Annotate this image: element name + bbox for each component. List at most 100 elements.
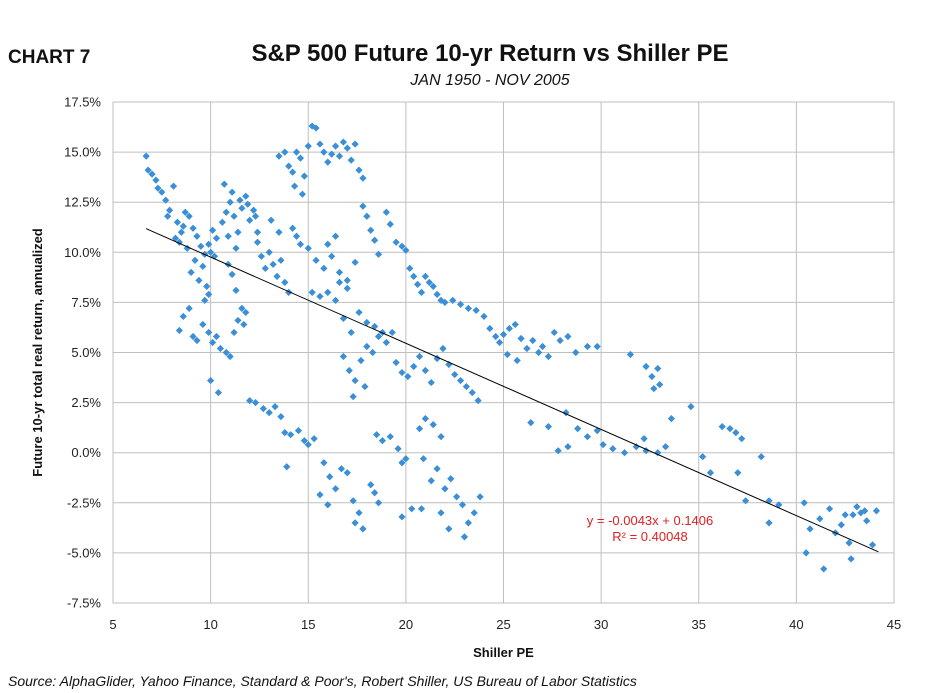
data-point (191, 256, 199, 264)
data-point (451, 370, 459, 379)
data-point (359, 525, 367, 533)
data-point (275, 228, 283, 236)
data-point (421, 366, 429, 375)
y-tick-label: 0.0% (71, 445, 101, 460)
data-point (339, 138, 347, 146)
data-point (363, 318, 371, 327)
data-point (218, 218, 226, 226)
data-point (343, 469, 351, 477)
data-point (359, 202, 367, 210)
chart-title: S&P 500 Future 10-yr Return vs Shiller P… (251, 40, 729, 67)
data-point (775, 501, 783, 509)
data-point (320, 148, 328, 156)
data-point (361, 382, 369, 391)
data-point (593, 342, 601, 351)
data-point (335, 152, 344, 160)
data-point (847, 555, 855, 563)
data-point (249, 206, 258, 214)
data-point (406, 264, 414, 272)
data-point (394, 445, 402, 453)
data-point (162, 196, 170, 204)
data-point (287, 431, 295, 439)
data-point (158, 188, 166, 196)
data-point (654, 449, 662, 457)
data-point (372, 431, 381, 439)
data-point (437, 433, 445, 441)
data-point (640, 435, 648, 443)
data-point (371, 236, 379, 244)
data-point (513, 356, 521, 365)
data-point (505, 324, 513, 333)
x-axis-title: Shiller PE (473, 645, 534, 660)
x-tick-label: 25 (496, 617, 510, 632)
data-point (382, 208, 390, 216)
data-point (289, 168, 297, 176)
data-point (620, 449, 629, 457)
data-point (369, 348, 377, 357)
data-point (445, 525, 453, 533)
data-point (324, 288, 332, 296)
data-point (449, 296, 457, 304)
data-point (203, 282, 211, 290)
data-point (242, 192, 250, 200)
data-point (310, 435, 318, 443)
data-point (347, 156, 355, 164)
data-point (367, 226, 375, 234)
data-point (656, 380, 664, 389)
data-point (699, 453, 707, 461)
data-point (527, 419, 535, 427)
data-point (425, 278, 433, 286)
data-point (179, 222, 187, 230)
data-point (331, 232, 340, 240)
data-point (253, 228, 262, 236)
data-point (207, 376, 215, 385)
y-tick-label: 10.0% (64, 245, 101, 260)
data-point (207, 248, 215, 256)
data-point (244, 200, 252, 208)
data-point (408, 505, 416, 513)
plot-area (112, 101, 895, 604)
data-point (285, 162, 293, 170)
data-point (456, 376, 465, 385)
data-point (351, 376, 359, 385)
data-point (324, 240, 332, 248)
data-point (222, 208, 230, 216)
data-point (351, 519, 359, 527)
data-point (335, 268, 344, 276)
data-point (388, 328, 396, 337)
data-point (650, 384, 658, 393)
data-point (281, 148, 289, 156)
data-point (825, 505, 834, 513)
data-point (300, 437, 308, 445)
data-point (187, 268, 195, 276)
y-tick-label: 15.0% (64, 145, 101, 160)
data-point (230, 328, 238, 337)
data-point (726, 425, 734, 433)
data-point (277, 256, 285, 264)
data-point (427, 378, 435, 387)
data-point (583, 342, 592, 351)
data-point (861, 507, 869, 515)
data-point (544, 423, 553, 431)
data-point (562, 409, 570, 417)
x-axis-ticks: 5 10 15 20 25 30 35 40 45 (109, 617, 901, 632)
data-point (214, 388, 223, 397)
data-point (765, 497, 773, 505)
data-point (193, 232, 201, 240)
data-point (328, 252, 336, 260)
data-point (486, 324, 494, 333)
data-point (349, 392, 357, 401)
data-point (331, 142, 340, 150)
data-point (392, 238, 400, 246)
y-tick-label: 5.0% (71, 345, 101, 360)
data-point (544, 352, 553, 361)
data-point (208, 338, 217, 347)
data-point (212, 332, 221, 341)
data-point (216, 344, 224, 353)
data-point (290, 182, 299, 190)
data-point (212, 234, 221, 242)
data-point (734, 469, 742, 477)
data-point (208, 226, 217, 234)
data-point (296, 240, 305, 248)
data-point (234, 316, 242, 325)
